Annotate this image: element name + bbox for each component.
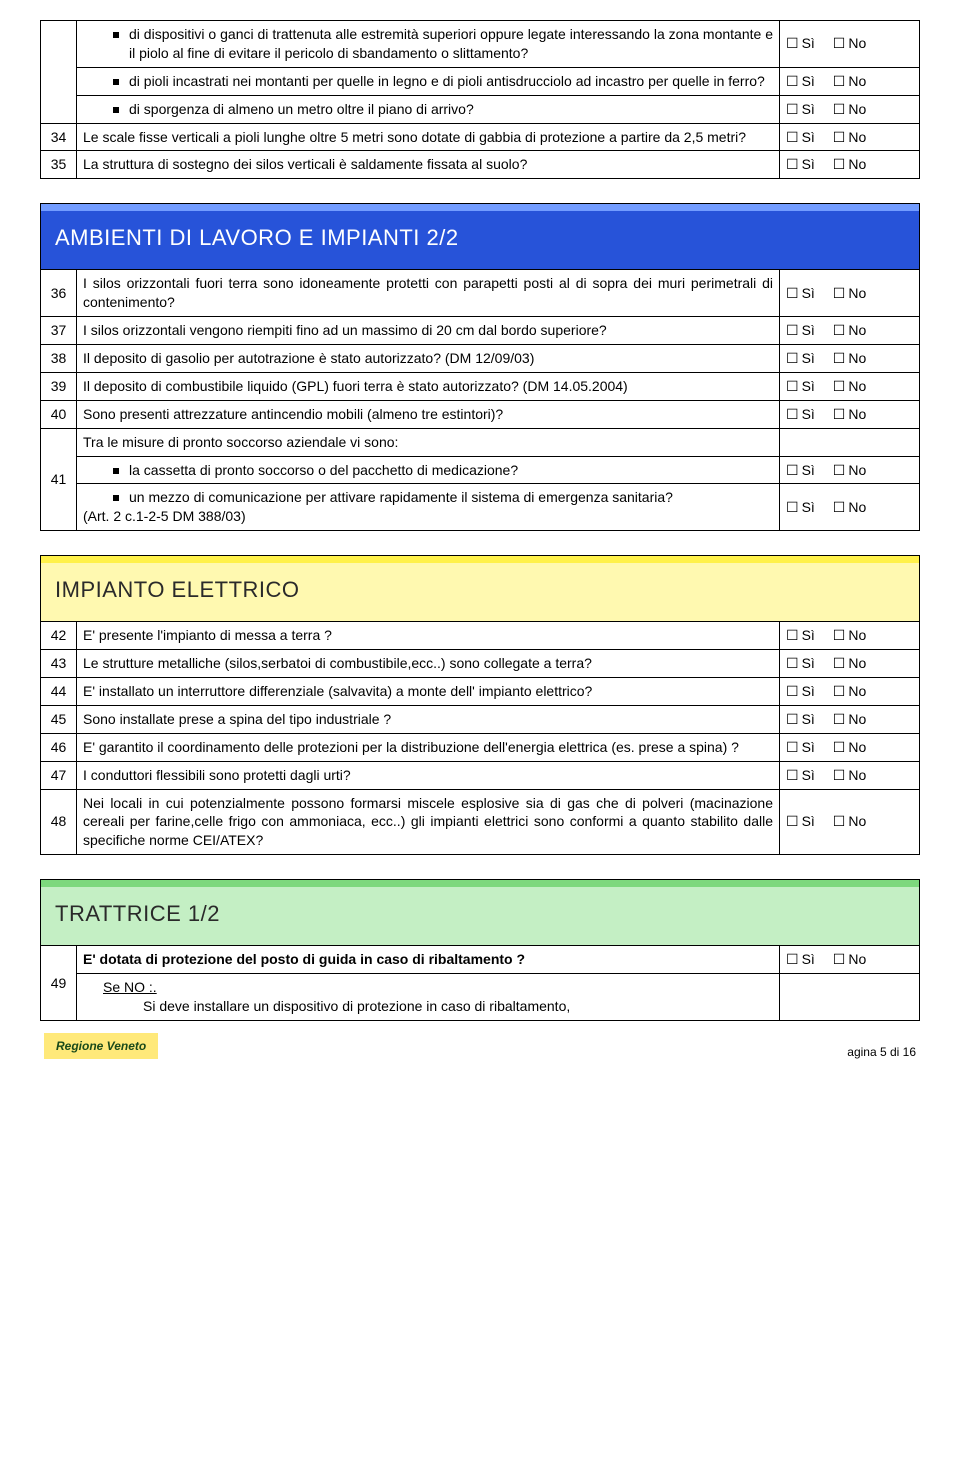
checkbox-pair[interactable]: ☐Sì☐No <box>780 372 920 400</box>
table-row: 47 I conduttori flessibili sono protetti… <box>41 761 920 789</box>
question-subtext: (Art. 2 c.1-2-5 DM 388/03) <box>83 507 773 526</box>
table-row: 35 La struttura di sostegno dei silos ve… <box>41 151 920 179</box>
checkbox-pair[interactable]: ☐Sì☐No <box>780 270 920 317</box>
checkbox-pair[interactable]: ☐Sì☐No <box>780 345 920 373</box>
row-number: 43 <box>41 650 77 678</box>
row-number: 44 <box>41 678 77 706</box>
question-text: di dispositivi o ganci di trattenuta all… <box>129 25 773 63</box>
footer-region: Regione Veneto <box>44 1033 158 1059</box>
table-row: 43 Le strutture metalliche (silos,serbat… <box>41 650 920 678</box>
question-text: Sono installate prese a spina del tipo i… <box>77 705 780 733</box>
table-row: 48 Nei locali in cui potenzialmente poss… <box>41 789 920 855</box>
checkbox-pair[interactable]: ☐Sì☐No <box>780 95 920 123</box>
table-row: 36 I silos orizzontali fuori terra sono … <box>41 270 920 317</box>
row-number: 38 <box>41 345 77 373</box>
question-text: Le strutture metalliche (silos,serbatoi … <box>77 650 780 678</box>
question-text: la cassetta di pronto soccorso o del pac… <box>129 461 773 480</box>
question-text: un mezzo di comunicazione per attivare r… <box>129 488 773 507</box>
row-number: 49 <box>41 946 77 1021</box>
table-row: 41 Tra le misure di pronto soccorso azie… <box>41 428 920 456</box>
question-text: Tra le misure di pronto soccorso azienda… <box>77 428 780 456</box>
question-subtext: Se NO :. <box>103 979 157 995</box>
checkbox-pair[interactable]: ☐Sì☐No <box>780 705 920 733</box>
table-row: di dispositivi o ganci di trattenuta all… <box>41 21 920 68</box>
checkbox-pair[interactable]: ☐Sì☐No <box>780 789 920 855</box>
checkbox-pair[interactable]: ☐Sì☐No <box>780 484 920 531</box>
table-row: 34 Le scale fisse verticali a pioli lung… <box>41 123 920 151</box>
row-number: 39 <box>41 372 77 400</box>
question-text: La struttura di sostegno dei silos verti… <box>77 151 780 179</box>
table-block-3: 42 E' presente l'impianto di messa a ter… <box>40 621 920 855</box>
row-number: 45 <box>41 705 77 733</box>
section-title: AMBIENTI DI LAVORO E IMPIANTI 2/2 <box>41 211 919 269</box>
question-text: Il deposito di gasolio per autotrazione … <box>77 345 780 373</box>
row-number: 47 <box>41 761 77 789</box>
question-subtext: Si deve installare un dispositivo di pro… <box>83 997 773 1016</box>
table-row: 44 E' installato un interruttore differe… <box>41 678 920 706</box>
table-row: 49 E' dotata di protezione del posto di … <box>41 946 920 974</box>
table-block-4: 49 E' dotata di protezione del posto di … <box>40 945 920 1021</box>
table-row: di pioli incastrati nei montanti per que… <box>41 67 920 95</box>
row-number: 41 <box>41 428 77 531</box>
table-row: 42 E' presente l'impianto di messa a ter… <box>41 622 920 650</box>
table-row: un mezzo di comunicazione per attivare r… <box>41 484 920 531</box>
row-number: 46 <box>41 733 77 761</box>
question-text: E' garantito il coordinamento delle prot… <box>77 733 780 761</box>
question-text: di sporgenza di almeno un metro oltre il… <box>129 100 773 119</box>
table-row: 40 Sono presenti attrezzature antincendi… <box>41 400 920 428</box>
question-text: I conduttori flessibili sono protetti da… <box>77 761 780 789</box>
question-text: Sono presenti attrezzature antincendio m… <box>77 400 780 428</box>
page-container: di dispositivi o ganci di trattenuta all… <box>0 0 960 1085</box>
table-row: 46 E' garantito il coordinamento delle p… <box>41 733 920 761</box>
row-number: 42 <box>41 622 77 650</box>
row-number: 36 <box>41 270 77 317</box>
table-row: 45 Sono installate prese a spina del tip… <box>41 705 920 733</box>
section-header-trattrice: TRATTRICE 1/2 <box>40 879 920 945</box>
question-text: I silos orizzontali fuori terra sono ido… <box>77 270 780 317</box>
row-number: 35 <box>41 151 77 179</box>
checkbox-pair[interactable]: ☐Sì☐No <box>780 21 920 68</box>
row-number: 37 <box>41 317 77 345</box>
table-block-1: di dispositivi o ganci di trattenuta all… <box>40 20 920 179</box>
footer-page-number: agina 5 di 16 <box>847 1045 916 1059</box>
question-text: I silos orizzontali vengono riempiti fin… <box>77 317 780 345</box>
checkbox-pair[interactable]: ☐Sì☐No <box>780 650 920 678</box>
question-text: E' installato un interruttore differenzi… <box>77 678 780 706</box>
question-text: Nei locali in cui potenzialmente possono… <box>77 789 780 855</box>
checkbox-pair[interactable]: ☐Sì☐No <box>780 622 920 650</box>
question-text: E' dotata di protezione del posto di gui… <box>77 946 780 974</box>
row-number: 34 <box>41 123 77 151</box>
question-text: di pioli incastrati nei montanti per que… <box>129 72 773 91</box>
checkbox-pair[interactable]: ☐Sì☐No <box>780 317 920 345</box>
section-header-ambienti: AMBIENTI DI LAVORO E IMPIANTI 2/2 <box>40 203 920 269</box>
table-row: 38 Il deposito di gasolio per autotrazio… <box>41 345 920 373</box>
question-text: Le scale fisse verticali a pioli lunghe … <box>77 123 780 151</box>
table-row: Se NO :. Si deve installare un dispositi… <box>41 974 920 1021</box>
question-text: Il deposito di combustibile liquido (GPL… <box>77 372 780 400</box>
checkbox-pair[interactable]: ☐Sì☐No <box>780 123 920 151</box>
page-footer: Regione Veneto agina 5 di 16 <box>40 1033 920 1065</box>
row-number: 48 <box>41 789 77 855</box>
checkbox-pair[interactable]: ☐Sì☐No <box>780 400 920 428</box>
section-title: TRATTRICE 1/2 <box>41 887 919 945</box>
table-row: la cassetta di pronto soccorso o del pac… <box>41 456 920 484</box>
section-header-impianto: IMPIANTO ELETTRICO <box>40 555 920 621</box>
question-text: E' presente l'impianto di messa a terra … <box>77 622 780 650</box>
checkbox-pair[interactable]: ☐Sì☐No <box>780 67 920 95</box>
table-block-2: 36 I silos orizzontali fuori terra sono … <box>40 269 920 531</box>
table-row: 37 I silos orizzontali vengono riempiti … <box>41 317 920 345</box>
checkbox-pair[interactable]: ☐Sì☐No <box>780 678 920 706</box>
table-row: di sporgenza di almeno un metro oltre il… <box>41 95 920 123</box>
table-row: 39 Il deposito di combustibile liquido (… <box>41 372 920 400</box>
checkbox-pair[interactable]: ☐Sì☐No <box>780 946 920 974</box>
checkbox-pair[interactable]: ☐Sì☐No <box>780 733 920 761</box>
checkbox-pair[interactable]: ☐Sì☐No <box>780 761 920 789</box>
row-number: 40 <box>41 400 77 428</box>
checkbox-pair[interactable]: ☐Sì☐No <box>780 456 920 484</box>
section-title: IMPIANTO ELETTRICO <box>41 563 919 621</box>
checkbox-pair[interactable]: ☐Sì☐No <box>780 151 920 179</box>
